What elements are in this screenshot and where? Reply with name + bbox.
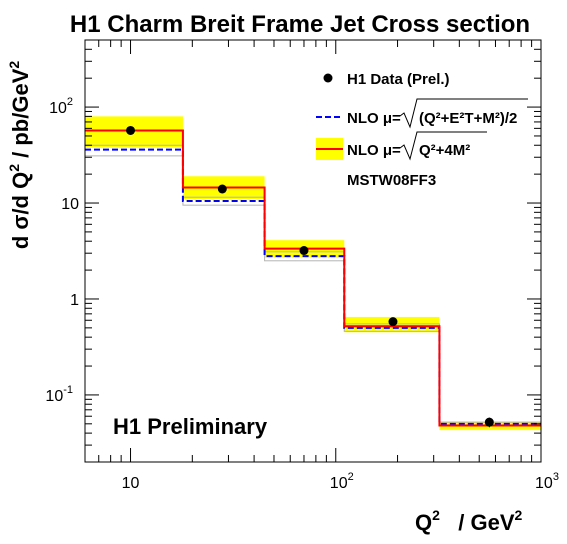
nlo-r-line [85,129,541,427]
legend-nlo-b-prefix: NLO μ= [347,110,401,127]
data-point-0 [126,125,136,135]
x-tick-label: 10 [122,475,140,492]
legend: H1 Data (Prel.) NLO μ= (Q²+E²T+M²)/2 NLO… [316,71,528,189]
x-tick-label: 102 [330,471,354,492]
x-axis-label: Q2 / GeV2 [415,507,523,535]
prediction-lines [85,129,541,427]
y-tick-label: 1 [70,292,79,309]
nlo-b-line [85,148,541,425]
legend-pdf-label: MSTW08FF3 [347,172,436,189]
uncertainty-bands [84,116,542,431]
plot-frame [84,39,542,463]
data-point-3 [388,317,398,327]
data-point-2 [299,246,309,256]
data-points [126,125,494,428]
legend-data-label: H1 Data (Prel.) [347,71,450,88]
legend-nlo-b-sqrt [399,98,528,129]
legend-data-marker [323,73,333,83]
data-point-1 [217,184,227,194]
data-point-4 [484,417,494,427]
axis-ticks [84,39,542,463]
y-tick-label: 10-1 [45,384,73,405]
x-tick-label: 103 [535,471,559,492]
y-tick-label: 10 [61,196,79,213]
y-axis-label: d σ/d Q2 / pb/GeV2 [6,61,33,250]
legend-nlo-r-prefix: NLO μ= [347,142,401,159]
legend-nlo-r-sqrt [399,131,487,161]
legend-nlo-r-formula: Q²+4M² [419,142,470,159]
legend-nlo-b-formula: (Q²+E²T+M²)/2 [419,110,517,127]
y-tick-label: 102 [49,96,73,117]
preliminary-annotation: H1 Preliminary [113,414,268,439]
chart-title: H1 Charm Breit Frame Jet Cross section [70,11,530,38]
